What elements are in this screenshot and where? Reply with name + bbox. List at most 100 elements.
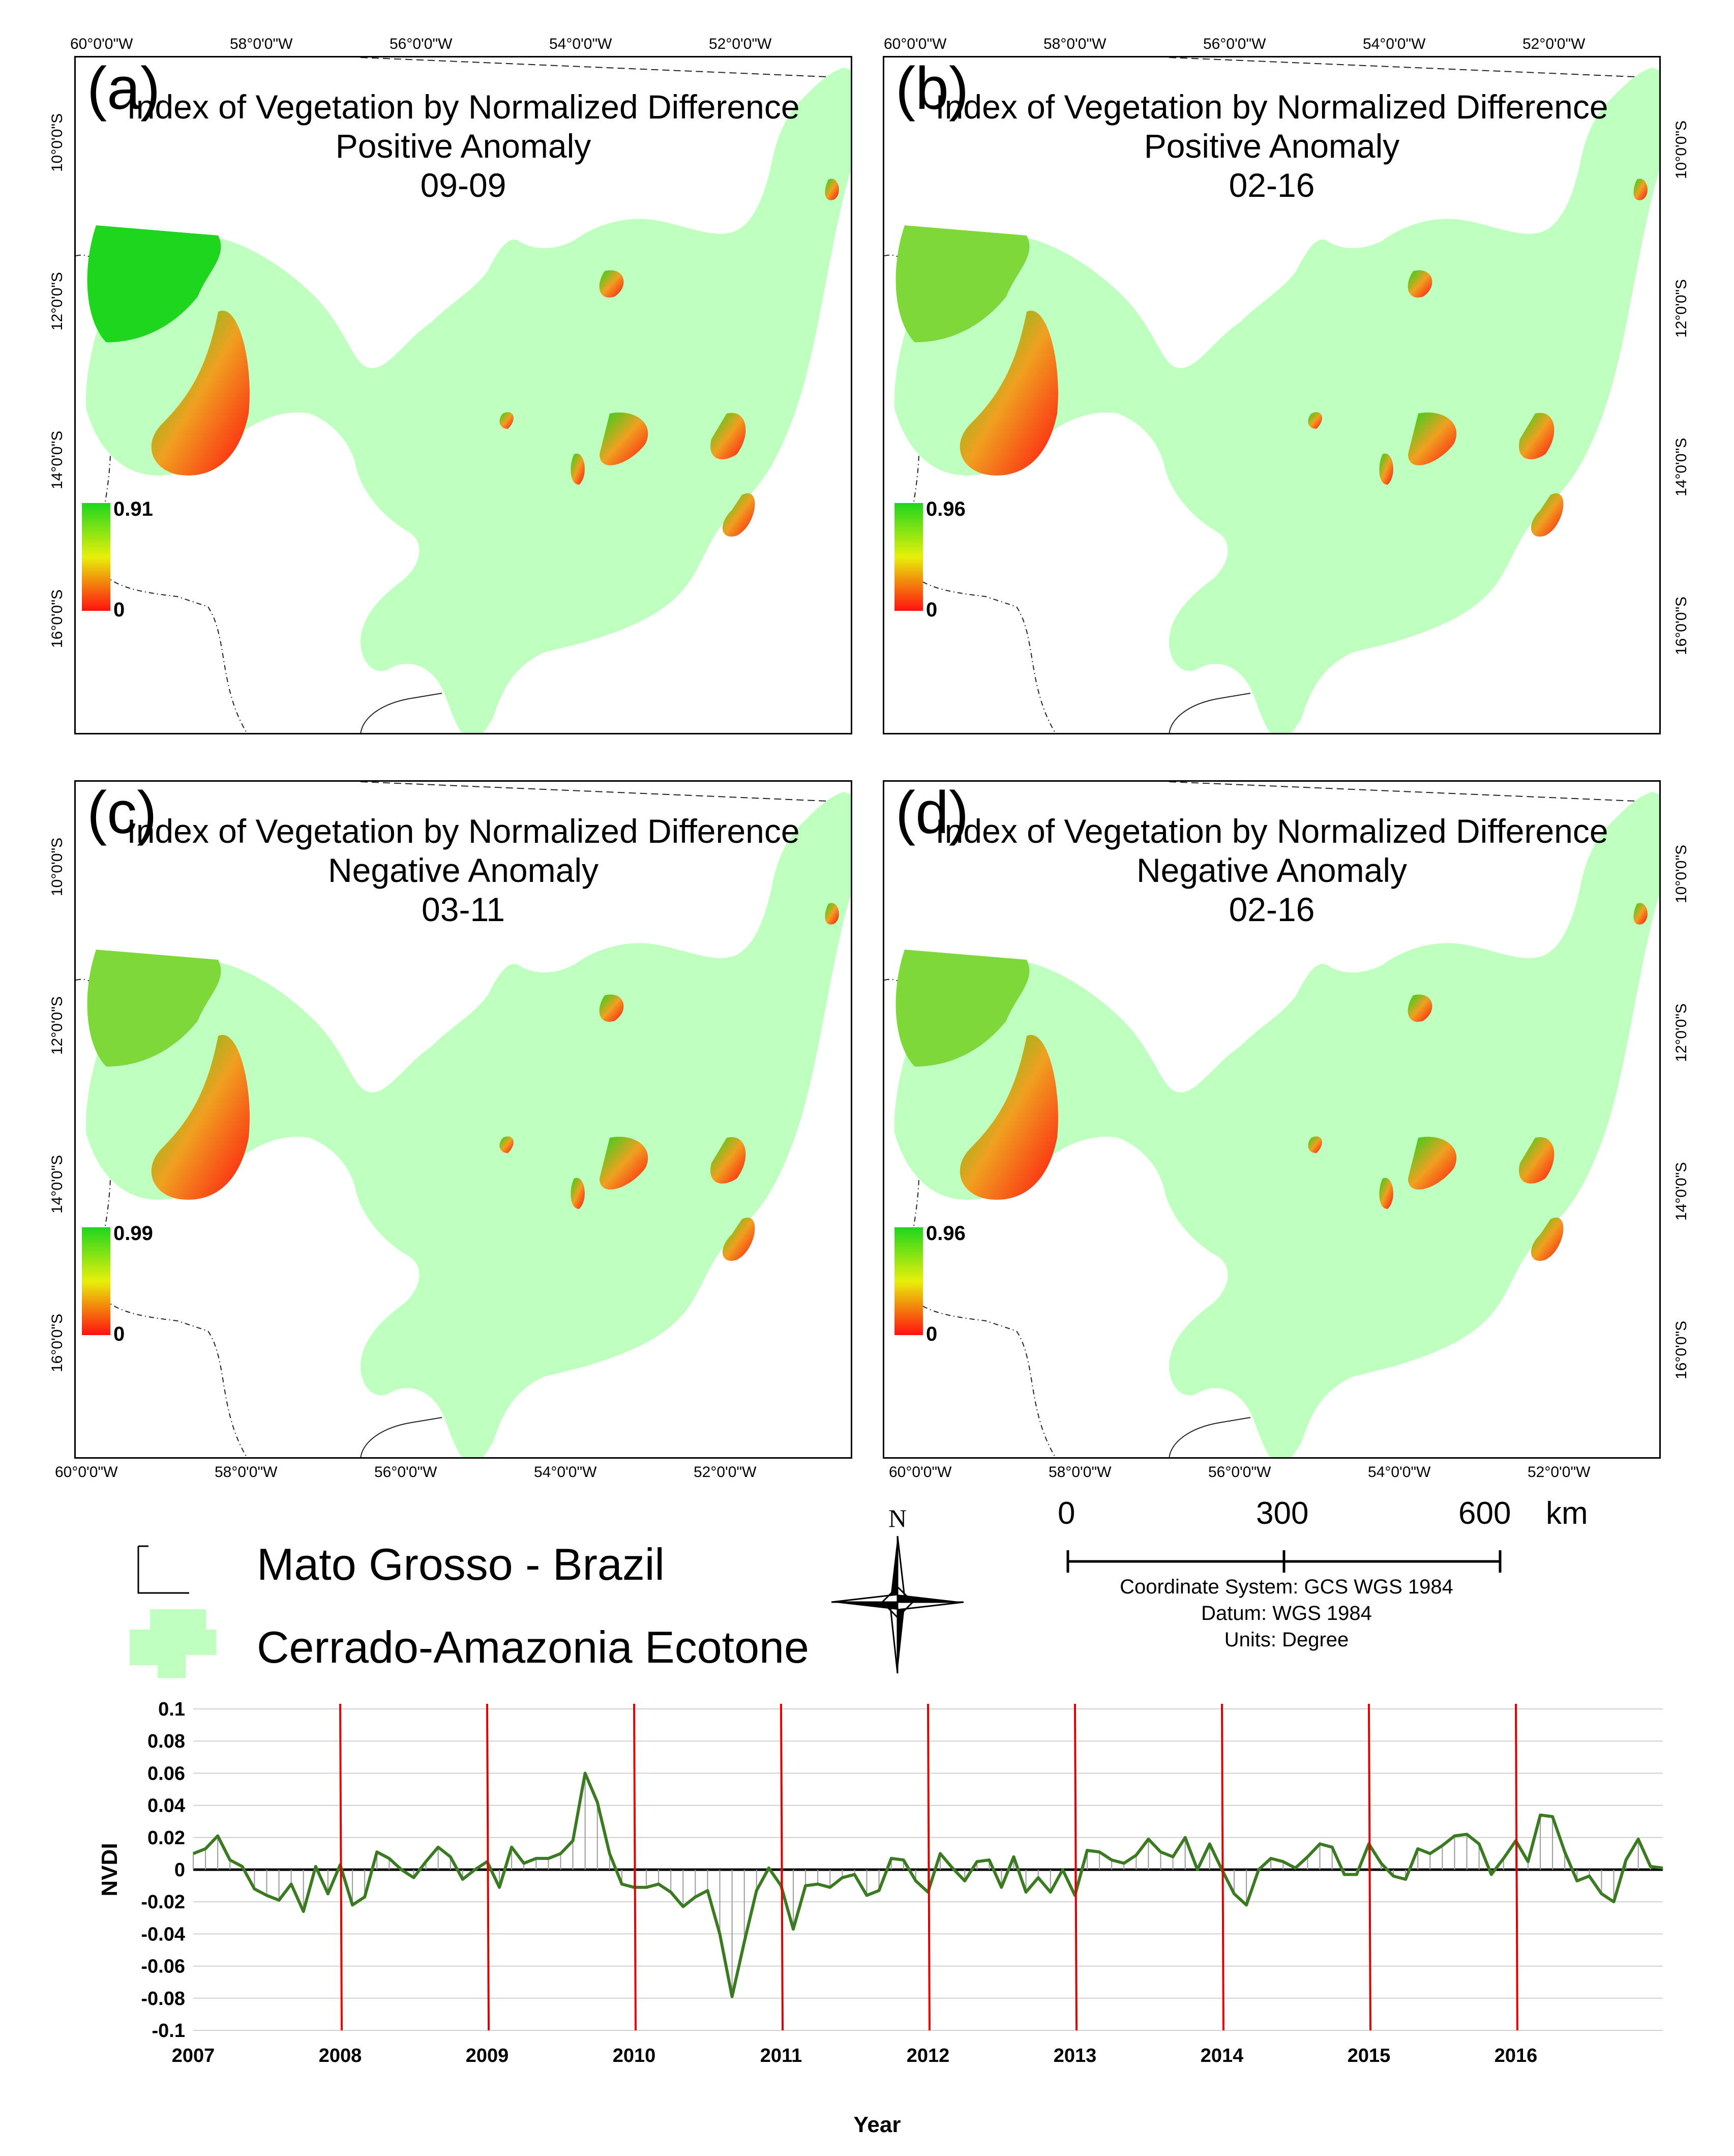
mato-grosso-boundary	[360, 782, 851, 803]
panel-letter: (d)	[895, 780, 969, 846]
lon-tick-label: 54°0'0"W	[534, 1464, 597, 1481]
legend-max-value: 0.99	[113, 1222, 153, 1245]
anomaly-patch	[895, 225, 1030, 342]
anomaly-patch	[499, 412, 514, 429]
panel-letter: (c)	[87, 780, 157, 846]
anomaly-patch	[1408, 1137, 1457, 1190]
boundary-legend-label: Mato Grosso - Brazil	[257, 1539, 665, 1589]
mato-grosso-boundary	[360, 693, 442, 733]
mato-grosso-boundary	[1169, 57, 1659, 78]
x-tick-label: 2012	[907, 2045, 950, 2066]
anomaly-patch	[600, 412, 648, 465]
legend-color-ramp	[894, 503, 923, 611]
legend-min-value: 0	[926, 599, 938, 621]
map-shapes	[76, 782, 851, 1457]
anomaly-patch	[1379, 1177, 1393, 1209]
map-title-title-line1: Index of Vegetation by Normalized Differ…	[127, 88, 800, 126]
lat-tick-label: 16°0'0"S	[49, 1313, 66, 1372]
event-line	[780, 1703, 784, 2031]
lat-tick-label: 10°0'0"S	[1673, 120, 1690, 179]
north-arrow-label: N	[888, 1505, 907, 1532]
event-line	[1368, 1703, 1371, 2031]
anomaly-patch	[960, 310, 1058, 476]
lon-tick-label: 58°0'0"W	[215, 1464, 278, 1481]
map-title-title-line2: Positive Anomaly	[335, 127, 591, 165]
ecotone-area	[894, 68, 1659, 733]
y-tick-label: -0.1	[152, 2020, 185, 2042]
lat-tick-label: 10°0'0"S	[1673, 844, 1690, 903]
coordinate-system-text: Coordinate System: GCS WGS 1984	[1120, 1576, 1453, 1598]
lon-tick-label: 56°0'0"W	[390, 36, 453, 52]
map-panel-a: (a) Index of Vegetation by Normalized Dif…	[74, 56, 852, 734]
x-tick-label: 2013	[1054, 2045, 1097, 2066]
y-tick-label: -0.02	[141, 1892, 185, 1913]
lat-tick-label: 16°0'0"S	[1673, 1320, 1690, 1379]
anomaly-patch	[1633, 903, 1648, 925]
lon-tick-label: 52°0'0"W	[1522, 36, 1586, 52]
map-title-title-line1: Index of Vegetation by Normalized Differ…	[935, 812, 1608, 850]
anomaly-patch	[1531, 1217, 1564, 1261]
event-line	[633, 1703, 637, 2031]
anomaly-patch	[1633, 179, 1648, 200]
lat-tick-label: 16°0'0"S	[49, 589, 66, 648]
legend-max-value: 0.91	[113, 498, 153, 520]
mato-grosso-boundary	[1169, 1417, 1251, 1457]
scale-label-300: 300	[1256, 1496, 1309, 1531]
lon-tick-label: 60°0'0"W	[889, 1464, 952, 1481]
anomaly-patch	[825, 179, 839, 200]
mato-grosso-boundary	[1169, 782, 1659, 803]
y-tick-label: 0	[174, 1859, 185, 1881]
lon-tick-label: 52°0'0"W	[709, 36, 772, 52]
mato-grosso-boundary	[360, 57, 851, 78]
lat-tick-label: 12°0'0"S	[1673, 279, 1690, 338]
y-axis-title: NVDI	[97, 1843, 122, 1896]
anomaly-patch	[571, 1177, 585, 1209]
units-text: Units: Degree	[1224, 1629, 1349, 1651]
anomaly-patch	[151, 1035, 250, 1200]
anomaly-patch	[1408, 270, 1432, 298]
lon-tick-label: 54°0'0"W	[549, 36, 612, 52]
anomaly-patch	[710, 1137, 746, 1184]
event-line	[927, 1703, 931, 2031]
legend-min-value: 0	[926, 1323, 938, 1345]
ecotone-area	[894, 792, 1659, 1457]
lat-tick-label: 16°0'0"S	[1673, 596, 1690, 655]
x-tick-label: 2007	[172, 2045, 215, 2066]
anomaly-patch	[599, 270, 624, 298]
lat-tick-label: 14°0'0"S	[49, 430, 66, 489]
nvdi-timeseries-chart: 0.1 0.08 0.06 0.04 0.02 0 -0.02 -0.04 -0.06 -0.08…	[97, 1699, 1663, 2137]
ecotone-legend-symbol	[130, 1609, 216, 1678]
map-shapes	[884, 782, 1659, 1457]
lat-tick-label: 10°0'0"S	[49, 113, 66, 172]
anomaly-patch	[1308, 1136, 1322, 1153]
anomaly-patch	[87, 225, 221, 342]
x-axis-title: Year	[854, 2112, 901, 2137]
scale-label-0: 0	[1058, 1496, 1075, 1531]
anomaly-patch	[1408, 994, 1432, 1022]
lon-tick-label: 52°0'0"W	[694, 1464, 757, 1481]
event-line	[1221, 1703, 1224, 2031]
panel-letter: (b)	[895, 56, 969, 122]
y-tick-label: 0.1	[158, 1699, 185, 1720]
map-title-title-line1: Index of Vegetation by Normalized Differ…	[935, 88, 1608, 126]
legend-color-ramp	[82, 1227, 110, 1335]
lon-tick-label: 60°0'0"W	[884, 36, 947, 52]
anomaly-patch	[1408, 412, 1457, 465]
lon-tick-label: 56°0'0"W	[1203, 36, 1266, 52]
map-panel-c: (c) Index of Vegetation by Normalized Dif…	[74, 780, 852, 1459]
anomaly-patch	[1531, 493, 1564, 537]
x-tick-label: 2014	[1201, 2045, 1244, 2066]
lat-tick-label: 12°0'0"S	[49, 996, 66, 1055]
anomaly-patch	[825, 903, 839, 925]
anomaly-patch	[571, 453, 585, 485]
anomaly-patch	[1379, 453, 1393, 485]
anomaly-patch	[1308, 412, 1322, 429]
lon-tick-label: 56°0'0"W	[1208, 1464, 1271, 1481]
x-tick-label: 2010	[613, 2045, 656, 2066]
lon-tick-label: 60°0'0"W	[55, 1464, 118, 1481]
anomaly-patch	[1519, 1137, 1554, 1184]
map-title-title-line3: 09-09	[420, 166, 506, 204]
map-title-title-line3: 02-16	[1229, 166, 1315, 204]
anomaly-patch	[1519, 412, 1554, 459]
lon-tick-label: 54°0'0"W	[1363, 36, 1426, 52]
